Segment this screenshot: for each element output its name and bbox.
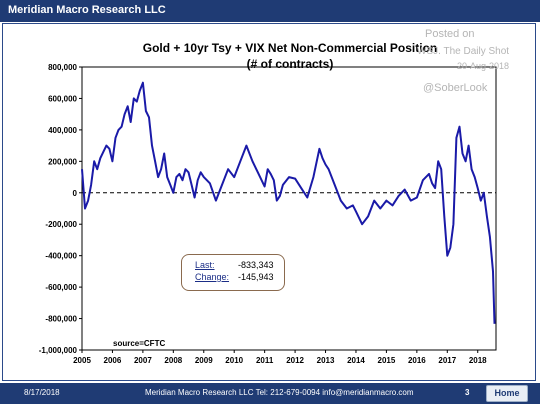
- x-tick-label: 2009: [195, 356, 213, 365]
- header-brand: Meridian Macro Research LLC: [8, 4, 166, 16]
- header-bar: Meridian Macro Research LLC: [0, 0, 540, 22]
- watermark-posted-on: Posted on: [425, 28, 475, 40]
- x-tick-label: 2010: [225, 356, 243, 365]
- x-tick-label: 2016: [408, 356, 426, 365]
- x-tick-label: 2014: [347, 356, 365, 365]
- change-value: -145,943: [238, 272, 274, 282]
- x-tick-label: 2017: [438, 356, 456, 365]
- footer-date: 8/17/2018: [24, 388, 60, 397]
- footer-bar: 8/17/2018 Meridian Macro Research LLC Te…: [0, 383, 540, 404]
- chart-title-block: Gold + 10yr Tsy + VIX Net Non-Commercial…: [80, 40, 500, 72]
- footer-contact: Meridian Macro Research LLC Tel: 212-679…: [145, 388, 414, 397]
- x-tick-label: 2005: [73, 356, 91, 365]
- y-tick-label: 800,000: [48, 63, 77, 72]
- x-tick-label: 2007: [134, 356, 152, 365]
- x-tick-label: 2018: [469, 356, 487, 365]
- x-tick-label: 2006: [104, 356, 122, 365]
- last-change-box: Last: -833,343 Change: -145,943: [181, 254, 285, 291]
- last-label: Last:: [195, 260, 215, 270]
- change-label: Change:: [195, 272, 230, 282]
- last-value: -833,343: [238, 260, 274, 270]
- plot-area: [81, 66, 497, 351]
- source-note: source=CFTC: [113, 339, 166, 348]
- y-tick-label: -800,000: [45, 315, 77, 324]
- series-line-0: [81, 81, 496, 324]
- chart-title: Gold + 10yr Tsy + VIX Net Non-Commercial…: [142, 41, 438, 55]
- x-tick-label: 2008: [164, 356, 182, 365]
- x-tick-label: 2011: [256, 356, 274, 365]
- watermark-date: 20-Aug-2018: [457, 61, 510, 71]
- y-tick-label: -200,000: [45, 220, 77, 229]
- y-tick-label: 600,000: [48, 94, 77, 103]
- chart-subtitle: (# of contracts): [246, 57, 334, 71]
- y-tick-label: -1,000,000: [39, 346, 78, 355]
- y-tick-label: -400,000: [45, 252, 77, 261]
- chart-frame: [2, 23, 536, 381]
- y-tick-label: 400,000: [48, 126, 77, 135]
- y-tick-label: 0: [73, 189, 78, 198]
- watermark-source: WSJ. The Daily Shot: [417, 46, 510, 57]
- home-button[interactable]: Home: [486, 385, 528, 402]
- x-tick-label: 2012: [286, 356, 304, 365]
- watermark-handle: @SoberLook: [423, 82, 488, 94]
- page-number: 3: [465, 388, 470, 397]
- y-tick-label: 200,000: [48, 157, 77, 166]
- y-tick-label: -600,000: [45, 283, 77, 292]
- x-tick-label: 2015: [378, 356, 396, 365]
- x-tick-label: 2013: [317, 356, 335, 365]
